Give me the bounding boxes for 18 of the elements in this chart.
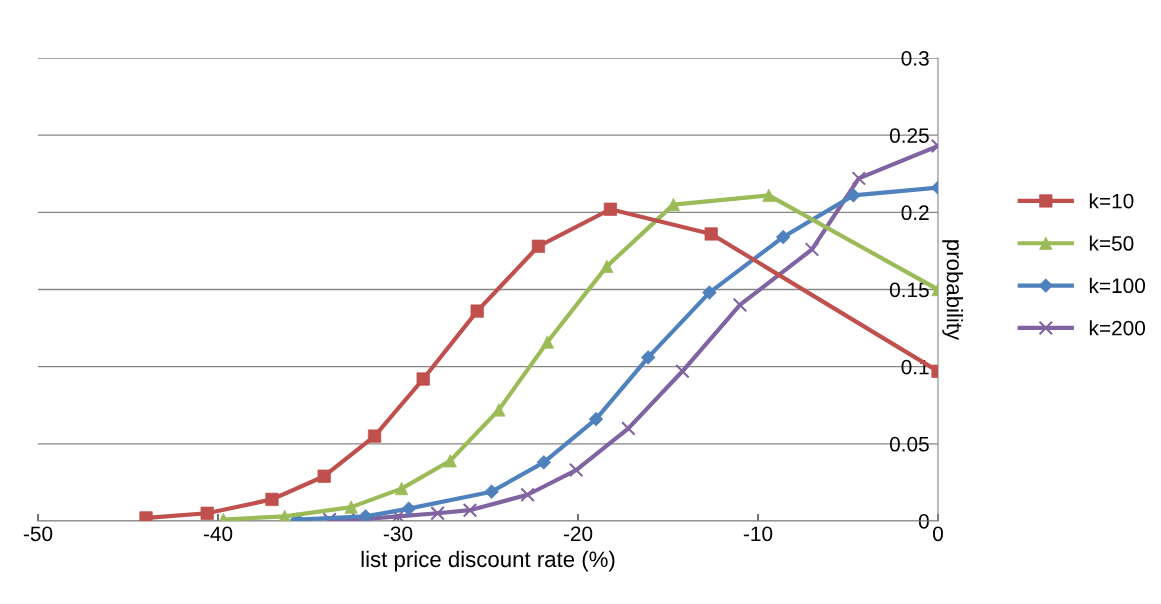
legend-label: k=10 [1089,193,1134,209]
x-tick-label: -50 [23,526,53,542]
y-tick-label: 0.15 [889,282,929,298]
legend-label: k=200 [1089,320,1146,336]
x-axis-title: list price discount rate (%) [361,550,615,572]
x-tick-label: -40 [203,526,233,542]
x-tick-label: -20 [563,526,593,542]
y-tick-label: 0.3 [901,51,929,66]
x-tick-label: -30 [383,526,413,542]
x-tick-label: -10 [743,526,773,542]
legend-label: k=100 [1089,277,1146,294]
y-tick-label: 0.2 [901,205,929,221]
y-tick-label: 0.05 [889,436,929,452]
y-tick-label: 0.25 [889,128,929,143]
legend-label: k=50 [1089,235,1134,251]
y-tick-label: 0 [918,514,929,529]
y-axis-title: probability [942,240,963,341]
x-tick-label: 0 [933,526,943,542]
